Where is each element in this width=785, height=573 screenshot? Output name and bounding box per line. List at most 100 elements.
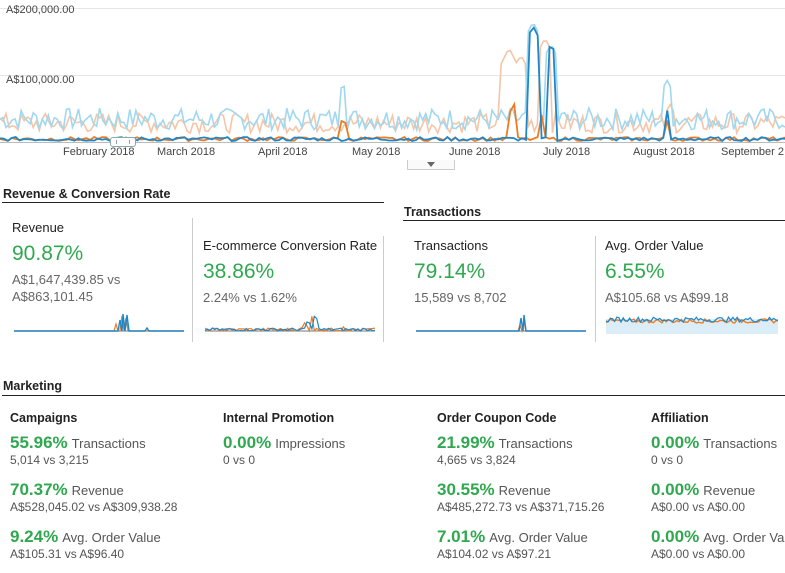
marketing-metric: 0.00% Avg. Order Va A$0.00 vs A$0.00 (651, 527, 785, 561)
marketing-column-internal-promotion[interactable]: Internal Promotion 0.00% Impressions 0 vs… (223, 411, 428, 467)
kpi-card-revenue[interactable]: Revenue 90.87% A$1,647,439.85 vs A$863,1… (12, 220, 187, 305)
metric-name: Transactions (498, 436, 573, 451)
metric-comparison: A$0.00 vs A$0.00 (651, 500, 746, 514)
sparkline-conversion (205, 315, 375, 333)
month-label: April 2018 (258, 146, 308, 158)
metric-name: Transactions (71, 436, 146, 451)
chevron-down-icon (427, 162, 435, 167)
month-label: June 2018 (449, 146, 501, 158)
metric-comparison: A$105.31 vs A$96.40 (10, 547, 125, 561)
metric-comparison: 0 vs 0 (651, 453, 684, 467)
kpi-label: Avg. Order Value (605, 238, 704, 253)
kpi-change: 79.14% (414, 260, 486, 283)
metric-change: 0.00% (651, 480, 700, 499)
metric-change: 21.99% (437, 433, 495, 452)
metric-change: 55.96% (10, 433, 68, 452)
series-line-current-light (0, 23, 785, 133)
month-label: February 2018 (63, 146, 135, 158)
sparkline-current (205, 315, 375, 332)
sparkline-previous (606, 318, 778, 324)
card-divider (595, 236, 596, 342)
marketing-metric: 0.00% Revenue A$0.00 vs A$0.00 (651, 480, 785, 514)
kpi-card-transactions[interactable]: Transactions 79.14% 15,589 vs 8,702 (414, 238, 589, 306)
y-axis-label-mid: A$100,000.00 (6, 74, 75, 86)
range-drag-handle[interactable] (110, 137, 136, 147)
month-label: March 2018 (157, 146, 216, 158)
metric-change: 0.00% (651, 527, 700, 546)
metric-comparison: 4,665 vs 3,824 (437, 453, 516, 467)
marketing-column-order-coupon-code[interactable]: Order Coupon Code 21.99% Transactions 4,6… (437, 411, 642, 561)
sparkline-avg-order (606, 315, 778, 334)
kpi-label: Transactions (414, 238, 488, 253)
kpi-comparison: 15,589 vs 8,702 (414, 290, 507, 305)
metric-change: 70.37% (10, 480, 68, 499)
sparkline-previous (416, 321, 586, 334)
marketing-metric: 70.37% Revenue A$528,045.02 vs A$309,938.… (10, 480, 215, 514)
marketing-column-title: Affiliation (651, 411, 709, 425)
section-title-marketing: Marketing (3, 379, 63, 393)
gridline (0, 8, 785, 9)
section-rule (2, 202, 384, 203)
timeline-chart: A$200,000.00 A$100,000.00 February 2018 … (0, 0, 785, 172)
kpi-card-avg-order-value[interactable]: Avg. Order Value 6.55% A$105.68 vs A$99.… (605, 238, 783, 306)
sparkline-previous (14, 315, 184, 332)
marketing-metric: 55.96% Transactions 5,014 vs 3,215 (10, 433, 215, 467)
timeline-lines (0, 23, 785, 143)
kpi-comparison: A$1,647,439.85 vs A$863,101.45 (12, 272, 121, 304)
kpi-change: 38.86% (203, 260, 275, 283)
baseline (0, 142, 785, 143)
section-rule (403, 220, 785, 221)
section-title-revenue: Revenue & Conversion Rate (3, 187, 171, 201)
month-label: August 2018 (633, 146, 695, 158)
marketing-metric: 0.00% Transactions 0 vs 0 (651, 433, 785, 467)
kpi-card-conversion-rate[interactable]: E-commerce Conversion Rate 38.86% 2.24% … (203, 238, 383, 306)
kpi-label: Revenue (12, 220, 65, 235)
section-rule (2, 395, 785, 396)
marketing-column-title: Campaigns (10, 411, 78, 425)
chart-expand-toggle[interactable] (407, 160, 455, 170)
y-axis-label-top: A$200,000.00 (6, 4, 75, 16)
metric-change: 30.55% (437, 480, 495, 499)
marketing-metric: 30.55% Revenue A$485,272.73 vs A$371,715.… (437, 480, 642, 514)
sparkline-current (606, 315, 778, 324)
marketing-metric: 21.99% Transactions 4,665 vs 3,824 (437, 433, 642, 467)
sparkline-current (14, 313, 184, 332)
marketing-metric: 9.24% Avg. Order Value A$105.31 vs A$96.4… (10, 527, 215, 561)
sparkline-transactions (416, 314, 586, 334)
metric-change: 7.01% (437, 527, 486, 546)
metric-comparison: A$0.00 vs A$0.00 (651, 547, 746, 561)
kpi-comparison: A$105.68 vs A$99.18 (605, 290, 729, 305)
metric-change: 9.24% (10, 527, 59, 546)
card-divider (192, 218, 193, 342)
gridline (0, 75, 785, 76)
metric-change: 0.00% (651, 433, 700, 452)
metric-name: Revenue (71, 483, 124, 498)
kpi-label: E-commerce Conversion Rate (203, 238, 378, 253)
metric-comparison: 0 vs 0 (223, 453, 256, 467)
metric-comparison: A$104.02 vs A$97.21 (437, 547, 552, 561)
marketing-column-title: Internal Promotion (223, 411, 335, 425)
series-line-previous-light (0, 40, 785, 136)
marketing-column-affiliation[interactable]: Affiliation 0.00% Transactions 0 vs 0 0.0… (651, 411, 785, 561)
metric-comparison: 5,014 vs 3,215 (10, 453, 89, 467)
sparkline-revenue (14, 313, 184, 332)
month-label: May 2018 (352, 146, 401, 158)
kpi-change: 6.55% (605, 260, 665, 283)
metric-name: Avg. Order Value (62, 530, 161, 545)
marketing-metric: 0.00% Impressions 0 vs 0 (223, 433, 428, 467)
metric-name: Impressions (275, 436, 346, 451)
metric-name: Avg. Order Va (703, 530, 785, 545)
metric-name: Revenue (498, 483, 551, 498)
card-divider (383, 236, 384, 342)
metric-comparison: A$528,045.02 vs A$309,938.28 (10, 500, 178, 514)
marketing-column-title: Order Coupon Code (437, 411, 557, 425)
metric-change: 0.00% (223, 433, 272, 452)
metric-name: Revenue (703, 483, 756, 498)
kpi-change: 90.87% (12, 242, 84, 265)
month-label: July 2018 (543, 146, 591, 158)
section-title-transactions: Transactions (404, 205, 482, 219)
metric-comparison: A$485,272.73 vs A$371,715.26 (437, 500, 605, 514)
marketing-column-campaigns[interactable]: Campaigns 55.96% Transactions 5,014 vs 3,… (10, 411, 215, 561)
kpi-comparison: 2.24% vs 1.62% (203, 290, 297, 305)
month-label: September 2 (721, 146, 784, 158)
